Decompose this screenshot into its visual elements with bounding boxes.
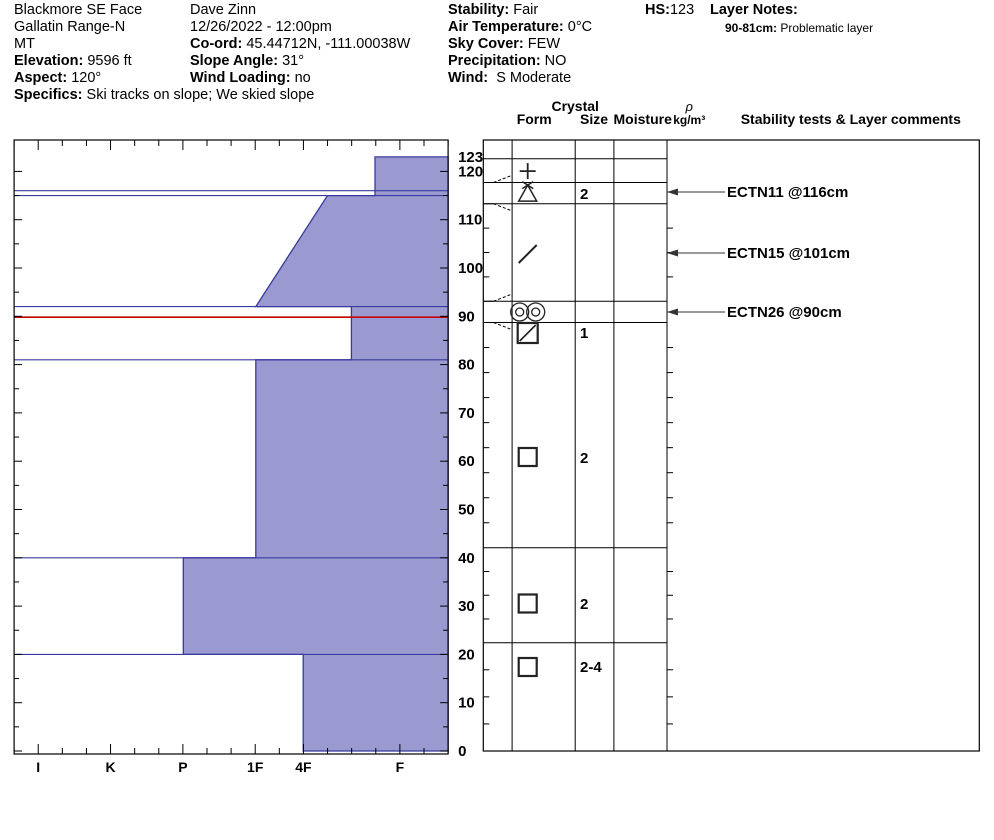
svg-text:F: F	[396, 759, 405, 775]
svg-text:2: 2	[580, 596, 588, 613]
svg-text:4F: 4F	[295, 759, 312, 775]
svg-text:1F: 1F	[247, 759, 264, 775]
svg-text:40: 40	[458, 550, 475, 567]
svg-text:ρ: ρ	[684, 99, 693, 114]
svg-text:20: 20	[458, 646, 475, 663]
svg-text:110: 110	[458, 212, 482, 229]
svg-text:50: 50	[458, 502, 475, 519]
svg-text:Form: Form	[517, 111, 552, 127]
svg-text:80: 80	[458, 357, 475, 374]
svg-text:30: 30	[458, 598, 475, 615]
svg-text:Stability tests & Layer commen: Stability tests & Layer comments	[741, 111, 961, 127]
svg-text:123: 123	[458, 149, 483, 166]
svg-text:ECTN15 @101cm: ECTN15 @101cm	[727, 245, 850, 262]
svg-text:ECTN26 @90cm: ECTN26 @90cm	[727, 304, 842, 321]
svg-text:P: P	[178, 759, 187, 775]
svg-text:kg/m³: kg/m³	[673, 113, 705, 127]
svg-text:90: 90	[458, 308, 475, 325]
svg-text:2-4: 2-4	[580, 659, 602, 676]
svg-text:70: 70	[458, 405, 475, 422]
svg-text:2: 2	[580, 186, 588, 203]
svg-text:K: K	[105, 759, 115, 775]
svg-text:1: 1	[580, 325, 588, 342]
svg-text:0: 0	[458, 743, 466, 760]
svg-text:ECTN11 @116cm: ECTN11 @116cm	[727, 184, 848, 201]
svg-text:I: I	[36, 759, 40, 775]
svg-text:2: 2	[580, 450, 588, 467]
svg-text:120: 120	[458, 163, 483, 180]
svg-text:100: 100	[458, 260, 483, 277]
svg-text:10: 10	[458, 695, 475, 712]
svg-text:Moisture: Moisture	[614, 111, 673, 127]
svg-text:60: 60	[458, 453, 475, 470]
svg-text:Size: Size	[580, 111, 608, 127]
